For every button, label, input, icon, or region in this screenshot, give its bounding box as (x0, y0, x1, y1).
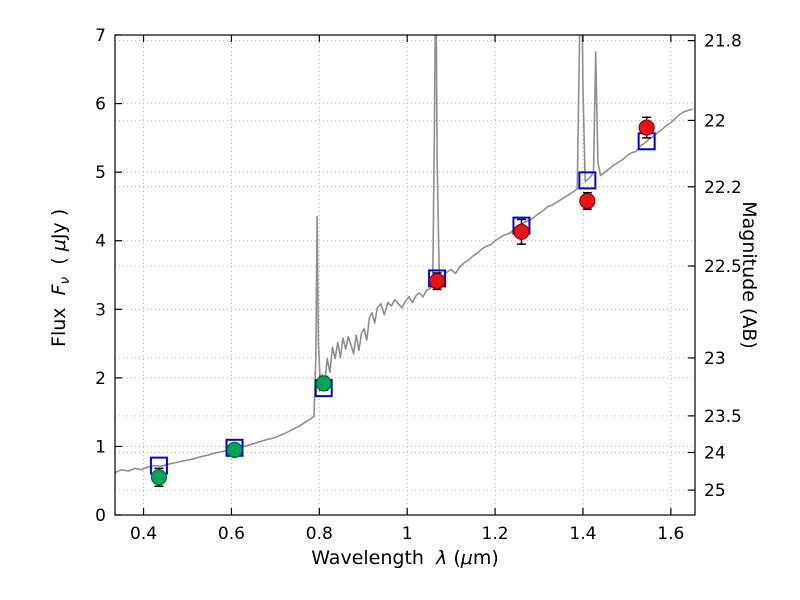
x-tick-label: 1 (402, 524, 413, 544)
x-tick-label: 0.8 (306, 524, 333, 544)
y-axis-label-magnitude: Magnitude (AB) (738, 201, 760, 349)
y-left-tick-label: 7 (95, 26, 106, 46)
axis-label-part: ( (48, 251, 71, 277)
x-tick-label: 0.4 (130, 524, 157, 544)
x-tick-label: 1.2 (482, 524, 509, 544)
axis-label-part: ν (56, 276, 73, 285)
y-right-tick-label: 22.2 (704, 178, 742, 198)
y-right-tick-label: 22.5 (704, 257, 742, 277)
observed-photometry-green-marker (226, 441, 243, 458)
y-right-tick-label: 23.5 (704, 407, 742, 427)
y-left-tick-label: 5 (95, 163, 106, 183)
y-right-tick-label: 22 (704, 111, 726, 131)
y-left-tick-label: 2 (95, 369, 106, 389)
axes-background (115, 35, 695, 515)
axis-label-part: μ (460, 547, 473, 569)
y-left-tick-label: 0 (95, 506, 106, 526)
y-axis-label-flux: Flux Fν ( μJy ) (47, 118, 77, 438)
observed-photometry-red-marker (513, 223, 530, 240)
axis-label-part: Flux (48, 295, 71, 347)
y-left-tick-label: 4 (95, 232, 106, 252)
x-tick-label: 0.6 (218, 524, 245, 544)
y-left-tick-label: 6 (95, 95, 106, 115)
spectrum-line (115, 35, 694, 474)
axis-label-part: F (48, 284, 71, 296)
y-left-tick-label: 3 (95, 300, 106, 320)
y-right-tick-label: 21.8 (704, 32, 742, 52)
y-right-tick-label: 24 (704, 443, 726, 463)
axis-label-part: Wavelength (311, 547, 437, 569)
axis-label-part: λ (436, 547, 448, 569)
axis-label-part: μ (48, 239, 71, 252)
y-right-tick-label: 25 (704, 481, 726, 501)
axes-border (114, 34, 696, 516)
x-axis-label: Wavelength λ (μm) (205, 546, 605, 570)
axis-label-part: m) (472, 547, 499, 569)
y-left-tick-label: 1 (95, 437, 106, 457)
observed-photometry-green-marker (315, 375, 332, 392)
observed-photometry-red-marker (638, 119, 655, 136)
x-tick-label: 1.6 (657, 524, 684, 544)
y-right-tick-label: 23 (704, 349, 726, 369)
observed-photometry-red-marker (428, 273, 446, 290)
observed-photometry-red-marker (579, 192, 596, 210)
observed-photometry-green-marker (150, 469, 168, 486)
model-photometry-marker (578, 171, 597, 190)
axis-label-part: Jy ) (48, 208, 71, 240)
axis-label-part: ( (447, 547, 461, 569)
x-tick-label: 1.4 (569, 524, 596, 544)
